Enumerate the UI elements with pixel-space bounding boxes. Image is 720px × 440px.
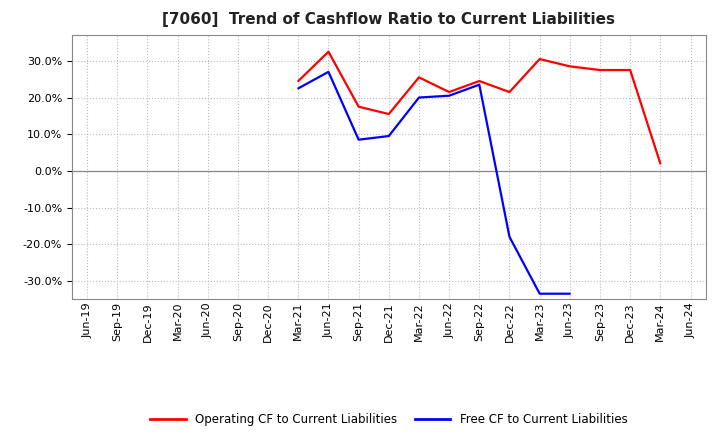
Legend: Operating CF to Current Liabilities, Free CF to Current Liabilities: Operating CF to Current Liabilities, Fre… xyxy=(145,408,632,431)
Title: [7060]  Trend of Cashflow Ratio to Current Liabilities: [7060] Trend of Cashflow Ratio to Curren… xyxy=(162,12,616,27)
